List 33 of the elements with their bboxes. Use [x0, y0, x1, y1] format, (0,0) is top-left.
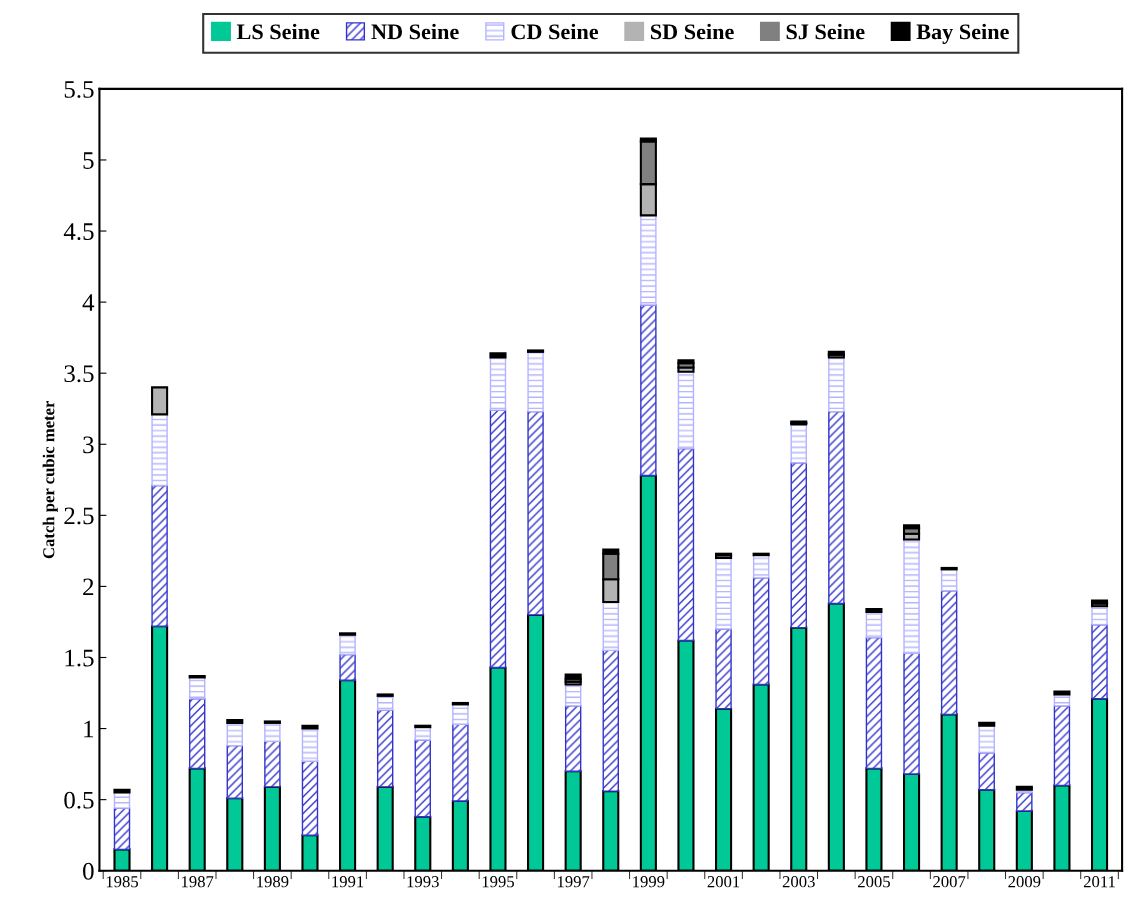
y-tick-label: 0 — [83, 862, 94, 880]
y-tick-label: 4 — [82, 294, 95, 311]
legend-label: LS Seine — [236, 23, 320, 40]
legend-label: CD Seine — [511, 23, 599, 40]
x-tick-label: 1989 — [257, 876, 289, 888]
y-tick-label: 1.5 — [65, 649, 94, 667]
x-tick-label: 1987 — [181, 876, 214, 888]
y-tick-label: 5 — [83, 152, 94, 169]
x-tick-label: 1985 — [106, 876, 139, 888]
y-tick-label: 0.5 — [64, 791, 94, 809]
x-tick-label: 1993 — [407, 876, 439, 888]
x-tick-label: 1991 — [332, 876, 364, 888]
x-tick-label: 2009 — [1008, 876, 1041, 888]
legend-label: SJ Seine — [786, 23, 865, 40]
legend-label: ND Seine — [371, 23, 459, 40]
x-tick-label: 1997 — [557, 876, 590, 888]
x-tick-label: 2011 — [1083, 876, 1115, 888]
y-tick-label: 5.5 — [64, 81, 94, 98]
legend-label: SD Seine — [650, 23, 734, 40]
x-tick-label: 2007 — [933, 876, 966, 888]
x-tick-label: 2003 — [782, 876, 815, 888]
x-tick-label: 1999 — [633, 876, 665, 888]
y-tick-label: 1 — [84, 720, 94, 738]
x-tick-label: 1995 — [482, 876, 514, 888]
y-tick-label: 4.5 — [63, 223, 94, 241]
y-tick-label: 3.5 — [64, 365, 94, 383]
y-tick-label: 3 — [83, 436, 94, 454]
legend-label: Bay Seine — [916, 23, 1009, 44]
y-tick-label: 2.5 — [64, 507, 94, 525]
y-tick-label: 2 — [83, 578, 94, 596]
x-tick-label: 2005 — [858, 876, 890, 888]
y-axis-title: Catch per cubic meter — [42, 400, 58, 559]
x-tick-label: 2001 — [707, 876, 740, 888]
